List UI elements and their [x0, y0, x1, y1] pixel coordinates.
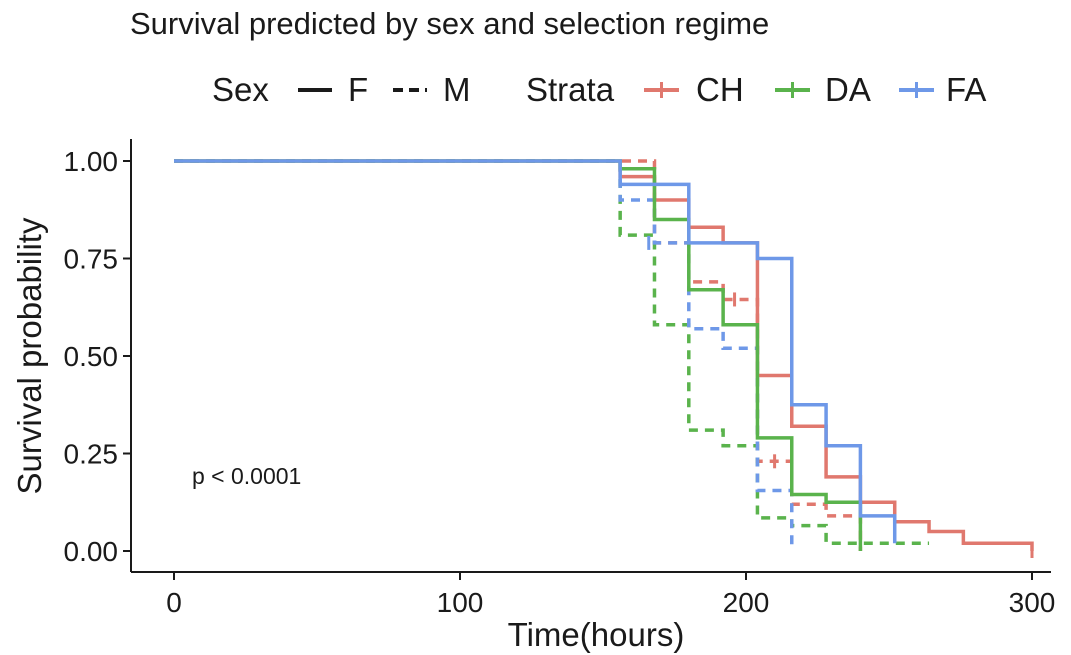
legend-label-f: F: [348, 71, 368, 108]
legend: Sex F M Strata CH DA FA: [212, 71, 986, 108]
legend-title-sex: Sex: [212, 71, 269, 108]
curve-da-f: [174, 159, 863, 551]
curve-fa-m: [174, 159, 794, 551]
x-tick-label: 300: [1009, 587, 1056, 618]
x-tick-label: 200: [723, 587, 770, 618]
survival-curves: [174, 159, 1034, 551]
y-tick-label: 0.25: [64, 439, 119, 470]
curve-fa-f: [174, 159, 897, 544]
y-tick-label: 0.00: [64, 536, 119, 567]
x-tick-label: 100: [437, 587, 484, 618]
chart-title: Survival predicted by sex and selection …: [130, 6, 769, 41]
legend-key-ch: [644, 82, 679, 98]
legend-label-da: DA: [825, 71, 871, 108]
x-tick-label: 0: [166, 587, 182, 618]
legend-label-fa: FA: [946, 71, 986, 108]
x-axis-label: Time(hours): [508, 616, 685, 653]
x-axis-ticks: 0 100 200 300: [166, 572, 1055, 618]
curve-da-m: [174, 159, 930, 545]
legend-label-m: M: [443, 71, 471, 108]
legend-key-fa: [899, 82, 934, 98]
legend-title-strata: Strata: [526, 71, 615, 108]
p-value-annotation: p < 0.0001: [192, 463, 301, 489]
y-axis-ticks: 0.00 0.25 0.50 0.75 1.00: [64, 146, 131, 567]
y-tick-label: 1.00: [64, 146, 119, 177]
legend-key-da: [775, 82, 810, 98]
plot-area: 0 100 200 300 0.00 0.25 0.50 0.75 1.00: [64, 139, 1055, 618]
y-tick-label: 0.50: [64, 341, 119, 372]
y-axis-label: Survival probability: [11, 217, 48, 494]
censor-marks: [647, 235, 1034, 558]
curve-ch-f: [174, 159, 1034, 551]
y-tick-label: 0.75: [64, 244, 119, 275]
legend-label-ch: CH: [696, 71, 744, 108]
